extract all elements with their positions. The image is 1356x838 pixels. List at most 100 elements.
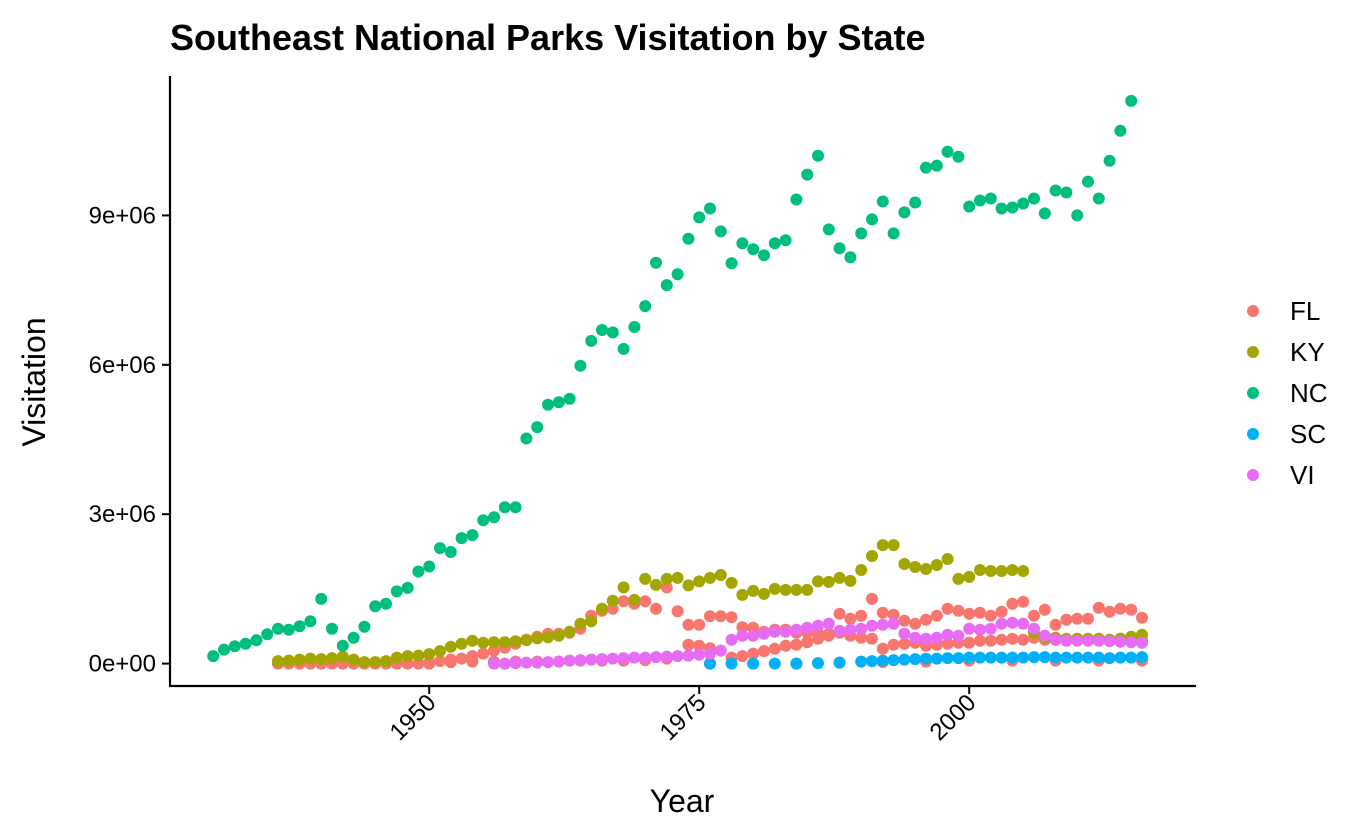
point-nc-30 bbox=[531, 421, 544, 434]
point-vi-57 bbox=[1103, 635, 1116, 648]
point-sc-1 bbox=[725, 657, 738, 670]
point-fl-63 bbox=[952, 604, 965, 617]
point-ky-15 bbox=[434, 645, 446, 658]
point-fl-60 bbox=[920, 613, 932, 626]
point-ky-1 bbox=[282, 654, 295, 667]
point-sc-31 bbox=[1114, 651, 1127, 664]
point-ky-14 bbox=[423, 648, 436, 661]
point-vi-39 bbox=[909, 631, 922, 644]
point-vi-10 bbox=[596, 653, 608, 666]
legend-label-ky: KY bbox=[1290, 337, 1325, 367]
point-sc-0 bbox=[704, 657, 716, 670]
point-fl-43 bbox=[736, 621, 749, 634]
point-fl-68 bbox=[1006, 597, 1019, 610]
point-fl-34 bbox=[639, 595, 652, 608]
point-ky-9 bbox=[369, 656, 382, 669]
point-vi-47 bbox=[995, 617, 1008, 630]
point-ky-40 bbox=[704, 571, 716, 584]
point-vi-48 bbox=[1006, 616, 1019, 629]
point-ky-38 bbox=[682, 579, 695, 592]
legend: FL KY NC SC VI bbox=[1247, 296, 1328, 490]
point-ky-24 bbox=[531, 632, 544, 645]
legend-label-fl: FL bbox=[1290, 296, 1320, 326]
point-vi-55 bbox=[1082, 634, 1094, 647]
point-nc-61 bbox=[866, 213, 878, 226]
point-fl-105 bbox=[822, 629, 835, 642]
point-ky-65 bbox=[974, 564, 986, 576]
point-fl-20 bbox=[488, 644, 500, 657]
point-fl-41 bbox=[714, 610, 727, 623]
point-fl-58 bbox=[898, 614, 911, 627]
point-ky-8 bbox=[358, 656, 371, 669]
point-nc-69 bbox=[952, 150, 965, 163]
point-ky-68 bbox=[1006, 564, 1019, 576]
point-nc-77 bbox=[1038, 207, 1051, 220]
point-nc-55 bbox=[801, 168, 814, 181]
point-ky-64 bbox=[963, 570, 976, 583]
point-ky-44 bbox=[747, 584, 760, 597]
point-vi-25 bbox=[758, 627, 770, 640]
point-vi-6 bbox=[552, 655, 565, 668]
point-nc-31 bbox=[542, 398, 554, 411]
point-fl-94 bbox=[693, 639, 706, 652]
point-ky-28 bbox=[574, 617, 587, 630]
point-ky-12 bbox=[401, 650, 414, 663]
point-vi-27 bbox=[779, 625, 792, 638]
y-tick-label-3: 9e+06 bbox=[89, 202, 156, 229]
point-nc-36 bbox=[596, 324, 608, 336]
point-fl-72 bbox=[1049, 618, 1062, 631]
point-nc-79 bbox=[1060, 186, 1073, 199]
point-ky-21 bbox=[498, 636, 511, 649]
point-ky-49 bbox=[801, 583, 814, 596]
point-sc-27 bbox=[1071, 651, 1084, 664]
point-ky-17 bbox=[455, 637, 468, 650]
point-fl-118 bbox=[963, 636, 976, 649]
point-ky-50 bbox=[812, 575, 824, 588]
point-vi-44 bbox=[963, 622, 976, 635]
point-ky-2 bbox=[293, 653, 306, 666]
point-fl-61 bbox=[930, 609, 943, 622]
point-nc-4 bbox=[250, 634, 263, 647]
point-nc-60 bbox=[855, 227, 868, 240]
point-vi-8 bbox=[574, 654, 587, 667]
point-nc-67 bbox=[930, 159, 943, 172]
point-sc-18 bbox=[974, 651, 986, 664]
point-fl-36 bbox=[660, 581, 673, 594]
point-fl-32 bbox=[617, 595, 630, 608]
point-nc-63 bbox=[887, 227, 900, 240]
point-nc-34 bbox=[574, 359, 587, 372]
point-fl-112 bbox=[898, 637, 911, 650]
point-ky-29 bbox=[585, 615, 598, 628]
point-fl-19 bbox=[477, 647, 490, 660]
point-nc-14 bbox=[358, 620, 371, 633]
point-vi-9 bbox=[585, 653, 598, 666]
point-ky-61 bbox=[930, 559, 943, 571]
point-nc-29 bbox=[520, 432, 533, 445]
point-vi-17 bbox=[671, 650, 684, 663]
point-ky-67 bbox=[995, 565, 1008, 577]
point-fl-80 bbox=[1136, 611, 1148, 624]
point-fl-17 bbox=[455, 652, 468, 665]
point-sc-15 bbox=[941, 652, 954, 665]
point-vi-18 bbox=[682, 649, 695, 662]
point-vi-41 bbox=[930, 631, 943, 644]
legend-label-nc: NC bbox=[1290, 378, 1328, 408]
point-fl-39 bbox=[693, 618, 706, 631]
point-nc-2 bbox=[228, 640, 241, 653]
point-nc-40 bbox=[639, 300, 652, 313]
point-vi-5 bbox=[542, 656, 554, 669]
point-ky-51 bbox=[822, 575, 835, 588]
point-vi-13 bbox=[628, 651, 641, 664]
point-ky-59 bbox=[909, 561, 922, 573]
point-ky-58 bbox=[898, 558, 911, 570]
point-fl-67 bbox=[995, 605, 1008, 618]
point-fl-79 bbox=[1125, 603, 1138, 616]
point-fl-40 bbox=[704, 610, 716, 623]
point-ky-6 bbox=[336, 650, 349, 663]
point-vi-20 bbox=[704, 647, 716, 660]
point-fl-104 bbox=[812, 632, 824, 645]
point-vi-43 bbox=[952, 629, 965, 642]
point-ky-48 bbox=[790, 583, 803, 596]
point-nc-66 bbox=[920, 161, 932, 174]
